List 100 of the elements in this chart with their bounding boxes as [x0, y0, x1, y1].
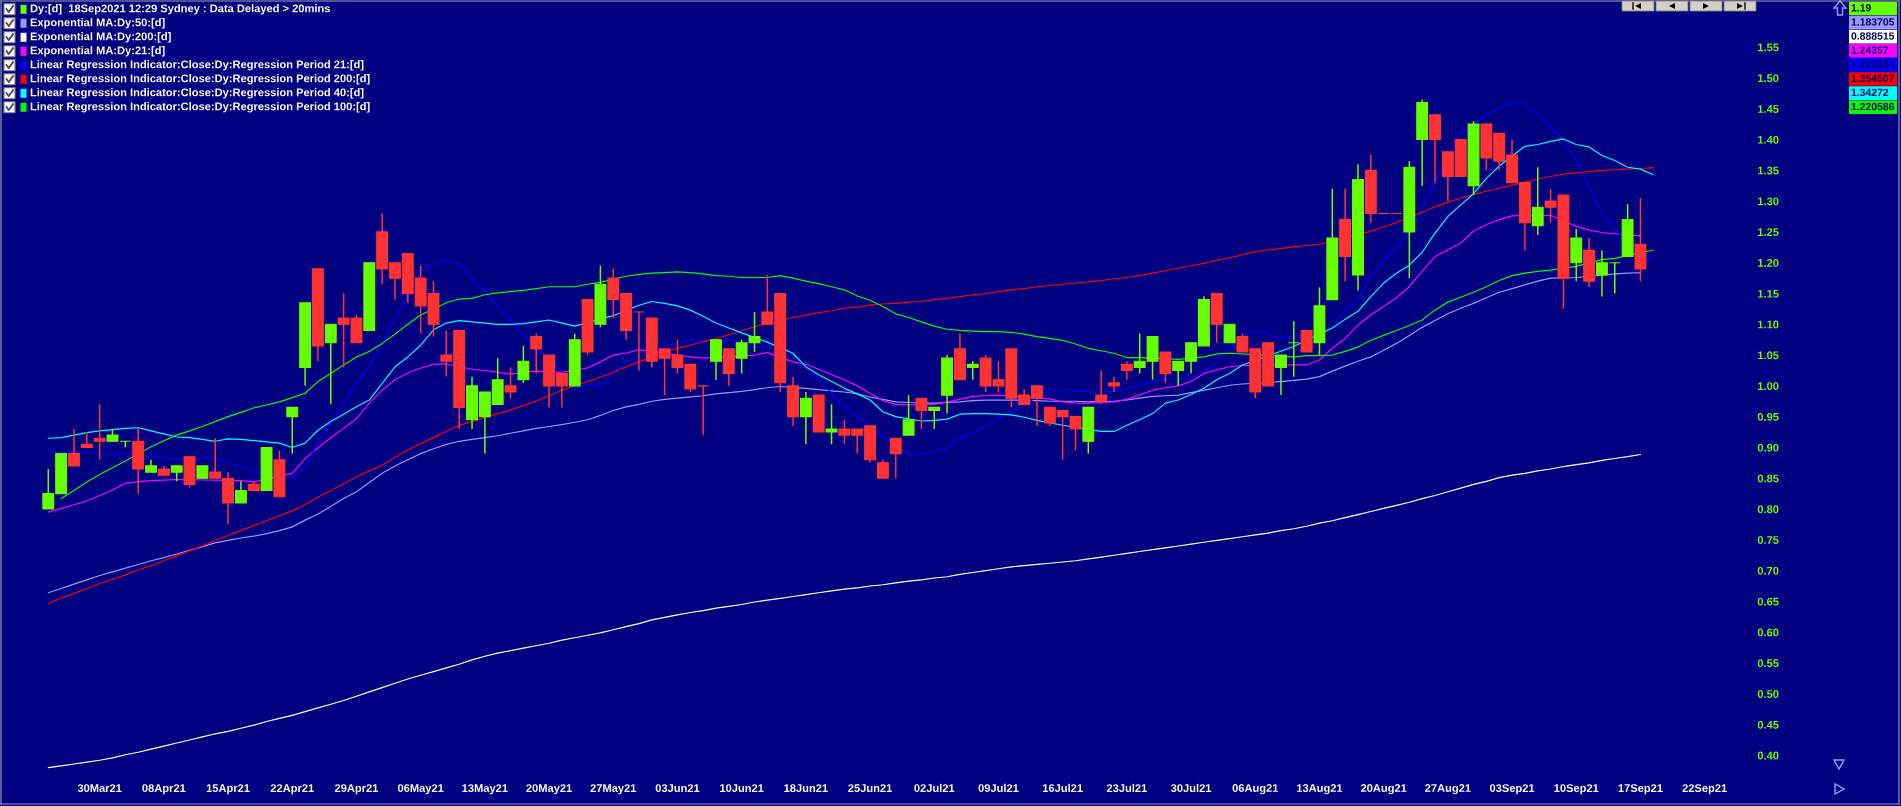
y-tick-label: 1.25	[1758, 228, 1779, 237]
y-tick-label: 1.35	[1758, 166, 1779, 175]
candlestick	[799, 391, 812, 446]
y-tick-label: 1.45	[1758, 105, 1779, 113]
x-tick-label: 03Sep21	[1489, 784, 1535, 795]
x-tick-label: 09Jul21	[978, 783, 1019, 793]
y-tick-label: 0.50	[1757, 690, 1779, 698]
line-series	[47, 453, 1642, 769]
candlestick	[324, 323, 337, 406]
x-tick-label: 10Sep21	[1554, 784, 1599, 795]
y-tick-label: 0.95	[1757, 412, 1779, 421]
y-tick-label: 1.20	[1758, 258, 1779, 267]
y-tick-label: 1.55	[1758, 43, 1779, 52]
candlestick	[1531, 166, 1544, 236]
candlestick	[530, 332, 543, 375]
candlestick	[1287, 320, 1300, 378]
x-tick-label: 13May21	[462, 784, 508, 795]
text: 1.220586	[1851, 102, 1895, 111]
x-tick-label: 27Aug21	[1425, 784, 1471, 795]
legend-label: Linear Regression Indicator:Close:Dy:Regression Period 200:[d]	[30, 74, 370, 85]
candlestick	[697, 385, 710, 436]
y-tick-label: 0.90	[1757, 443, 1779, 452]
candlestick	[632, 311, 645, 372]
x-tick-label: 20May21	[526, 784, 572, 795]
candlestick	[966, 360, 979, 381]
candlestick	[902, 394, 915, 436]
candlestick	[825, 403, 838, 446]
candlestick	[1120, 360, 1133, 381]
candlestick	[517, 345, 530, 384]
x-tick-label: 22Apr21	[270, 784, 314, 795]
legend-label: Exponential MA:Dy:21:[d]	[30, 46, 165, 57]
y-tick-label: 0.85	[1757, 474, 1779, 483]
y-tick-label: 0.40	[1757, 751, 1779, 760]
candlestick	[889, 437, 902, 480]
x-tick-label: 15Apr21	[206, 784, 250, 795]
x-tick-label: 22Sep21	[1682, 784, 1727, 795]
x-tick-label: 10Jun21	[720, 784, 764, 793]
x-tick-label: 13Aug21	[1297, 784, 1343, 795]
legend-label: Exponential MA:Dy:200:[d]	[30, 32, 171, 43]
line-series	[60, 249, 1654, 500]
x-tick-label: 25Jun21	[848, 784, 892, 793]
y-tick-label: 0.60	[1757, 628, 1779, 637]
x-tick-label: 27May21	[590, 784, 637, 795]
text: 1.183705	[1851, 18, 1895, 26]
x-tick-label: 18Jun21	[784, 784, 828, 793]
legend-label: Linear Regression Indicator:Close:Dy:Regression Period 100:[d]	[30, 102, 370, 113]
candlestick	[1274, 354, 1287, 396]
x-tick-label: 16Jul21	[1042, 783, 1083, 793]
line-series	[47, 214, 1642, 513]
y-tick-label: 0.70	[1757, 566, 1779, 575]
y-tick-label: 0.65	[1757, 597, 1779, 606]
x-tick-label: 06Aug21	[1232, 784, 1279, 795]
x-tick-label: 17Sep21	[1618, 784, 1663, 795]
y-tick-label: 1.40	[1758, 135, 1779, 144]
candlestick	[928, 406, 941, 430]
candlestick	[68, 428, 80, 467]
candlestick	[1300, 329, 1313, 353]
candlestick	[286, 406, 299, 455]
x-tick-label: 29Apr21	[334, 784, 379, 795]
candlestick	[915, 397, 928, 430]
line-series	[47, 272, 1642, 594]
text: 0.888515	[1851, 32, 1895, 40]
y-tick-label: 0.75	[1757, 536, 1779, 544]
x-tick-label: 03Jun21	[655, 784, 700, 793]
text: 1.34272	[1851, 88, 1889, 97]
y-tick-label: 1.30	[1758, 197, 1779, 206]
x-tick-label: 30Jul21	[1170, 783, 1212, 793]
candlestick	[234, 480, 247, 504]
candlestick	[93, 403, 106, 461]
x-tick-label: 08Apr21	[142, 784, 186, 795]
y-tick-label: 0.80	[1757, 505, 1779, 514]
legend-label: Exponential MA:Dy:50:[d]	[30, 18, 165, 29]
text: 1.24357	[1851, 46, 1889, 54]
candlestick	[1095, 369, 1108, 406]
y-tick-label: 0.45	[1757, 720, 1779, 729]
legend-label: Linear Regression Indicator:Close:Dy:Regression Period 21:[d]	[30, 60, 364, 71]
text: 1.19	[1851, 4, 1871, 12]
legend-label: Linear Regression Indicator:Close:Dy:Regression Period 40:[d]	[30, 88, 364, 99]
line-series	[47, 138, 1654, 449]
candlestick	[80, 431, 93, 449]
x-tick-label: 23Jul21	[1106, 783, 1147, 793]
candlestick	[504, 366, 517, 399]
candlestick	[876, 459, 889, 480]
x-tick-label: 06May21	[397, 784, 444, 795]
y-tick-label: 1.05	[1758, 351, 1779, 360]
x-tick-label: 30Mar21	[77, 784, 122, 793]
candlestick	[1223, 323, 1236, 344]
line-series	[47, 166, 1654, 604]
text: 1.354507	[1851, 74, 1894, 83]
y-tick-label: 1.15	[1758, 289, 1779, 298]
y-tick-label: 1.00	[1758, 382, 1779, 391]
candlestick	[1159, 351, 1172, 384]
chart-title: Dy:[d] 18Sep2021 12:29 Sydney : Data Delayed > 20mins	[30, 4, 330, 15]
text: 1.202684	[1851, 60, 1895, 68]
x-tick-label: 20Aug21	[1360, 784, 1407, 795]
y-tick-label: 1.10	[1758, 320, 1779, 329]
y-tick-label: 1.50	[1758, 74, 1779, 83]
y-tick-label: 0.55	[1757, 659, 1779, 668]
x-tick-label: 02Jul21	[914, 783, 955, 793]
candlestick	[710, 338, 722, 381]
